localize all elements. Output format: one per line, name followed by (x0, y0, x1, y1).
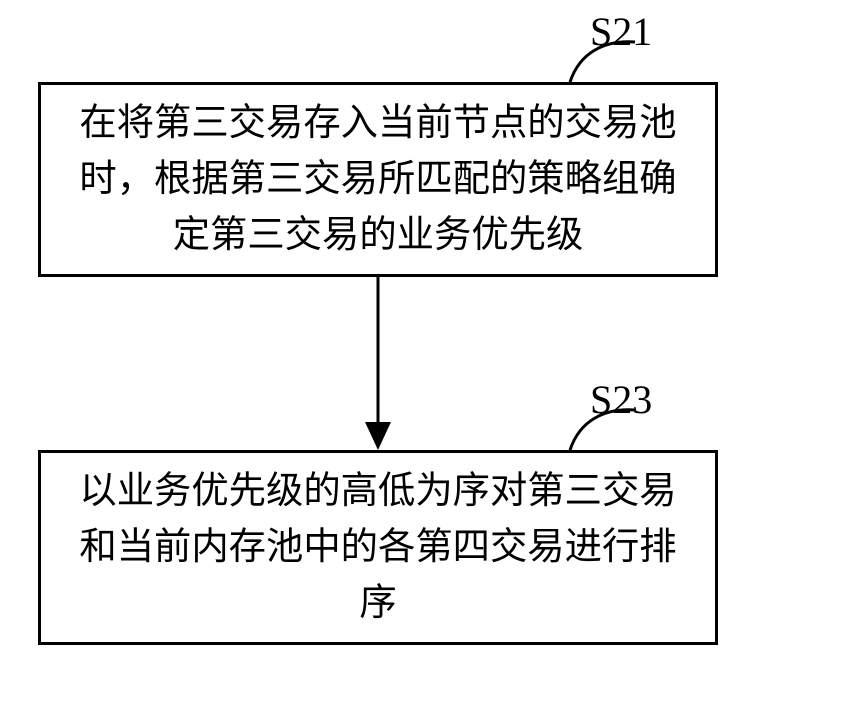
step-label-s23: S23 (590, 376, 652, 423)
callout-curve (0, 0, 855, 716)
